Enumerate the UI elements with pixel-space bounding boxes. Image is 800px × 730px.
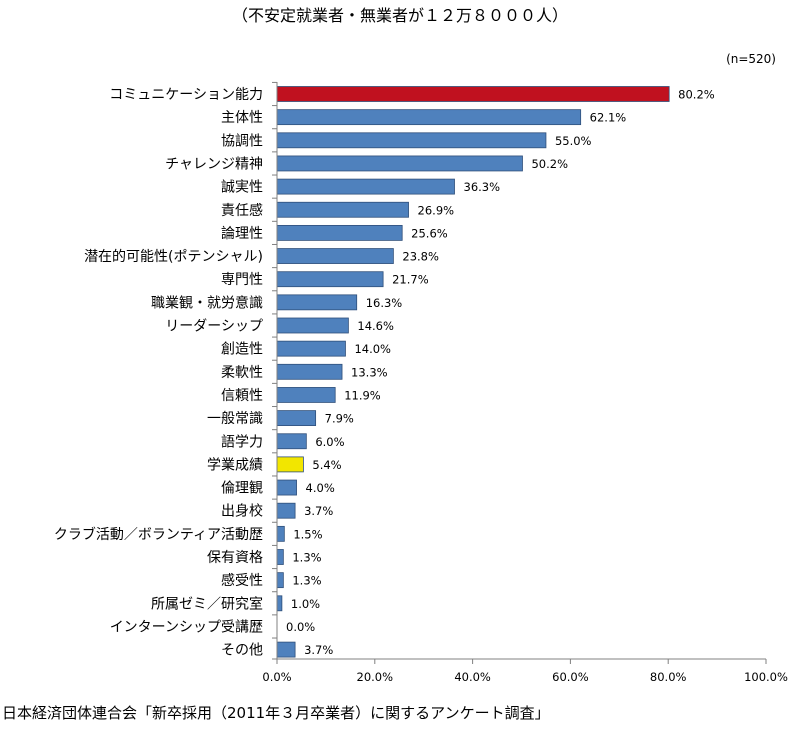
- category-label: 主体性: [221, 110, 263, 126]
- value-label: 26.9%: [418, 203, 455, 217]
- bar: [276, 387, 336, 403]
- axes-group: コミュニケーション能力 80.2% 主体性 62.1% 協調性 55.0% チャレンジ精神 5…: [54, 81, 788, 684]
- value-label: 55.0%: [555, 134, 592, 148]
- bar: [276, 248, 394, 264]
- bar: [276, 479, 297, 496]
- bar: [276, 178, 455, 195]
- bar: [276, 201, 409, 218]
- x-tick-label: 20.0%: [357, 670, 394, 684]
- category-label: 信頼性: [221, 388, 263, 404]
- bar: [276, 502, 296, 519]
- category-label: コミュニケーション能力: [109, 87, 263, 103]
- value-label: 14.6%: [357, 319, 394, 333]
- category-label: 論理性: [221, 226, 263, 242]
- x-tick-label: 60.0%: [552, 670, 589, 684]
- bar: [276, 109, 582, 126]
- bar: [276, 410, 317, 427]
- sample-size-note: (n=520): [726, 52, 776, 66]
- category-label: 語学力: [221, 434, 263, 450]
- value-label: 36.3%: [464, 180, 501, 194]
- value-label: 21.7%: [392, 273, 429, 287]
- category-label: 学業成績: [207, 457, 263, 473]
- source-citation: 日本経済団体連合会「新卒採用（2011年３月卒業者）に関するアンケート調査」: [2, 704, 550, 722]
- value-label: 3.7%: [304, 504, 333, 518]
- value-label: 25.6%: [411, 226, 448, 240]
- value-label: 13.3%: [351, 365, 388, 379]
- bar: [276, 641, 296, 658]
- category-label: 一般常識: [207, 411, 263, 427]
- value-label: 0.0%: [286, 620, 315, 634]
- category-label: インターンシップ受講歴: [110, 619, 263, 635]
- value-label: 1.0%: [291, 597, 320, 611]
- value-label: 23.8%: [402, 250, 439, 264]
- category-label: 所属ゼミ／研究室: [151, 595, 263, 612]
- value-label: 5.4%: [312, 458, 341, 472]
- value-label: 62.1%: [590, 111, 627, 125]
- x-tick-label: 100.0%: [744, 670, 788, 684]
- x-tick-label: 80.0%: [650, 670, 687, 684]
- category-label: 職業観・就労意識: [151, 294, 263, 311]
- category-label: 保有資格: [207, 550, 263, 566]
- x-tick-label: 40.0%: [454, 670, 491, 684]
- bar: [276, 86, 670, 102]
- bar: [276, 294, 358, 311]
- category-label: 創造性: [221, 342, 263, 358]
- category-label: 責任感: [221, 202, 263, 219]
- bar: [276, 433, 307, 450]
- category-label: チャレンジ精神: [165, 156, 263, 172]
- bar: [276, 317, 349, 334]
- bar: [276, 363, 343, 380]
- category-label: 協調性: [221, 133, 263, 149]
- value-label: 7.9%: [325, 412, 354, 426]
- value-label: 1.5%: [293, 527, 322, 541]
- category-label: 潜在的可能性(ポテンシャル): [84, 249, 263, 265]
- category-label: 柔軟性: [221, 365, 263, 381]
- bar: [276, 132, 547, 149]
- bars-group: [276, 86, 670, 658]
- chart-subtitle: （不安定就業者・無業者が１２万８０００人）: [231, 6, 568, 25]
- category-label: 出身校: [221, 503, 263, 520]
- category-label: 感受性: [221, 572, 263, 589]
- value-label: 1.3%: [292, 551, 321, 565]
- bar: [276, 155, 523, 172]
- value-label: 14.0%: [354, 342, 391, 356]
- value-label: 1.3%: [292, 574, 321, 588]
- category-label: クラブ活動／ボランティア活動歴: [54, 526, 263, 543]
- value-label: 80.2%: [678, 88, 715, 102]
- category-label: 誠実性: [221, 180, 263, 196]
- value-label: 50.2%: [531, 157, 568, 171]
- category-label: リーダーシップ: [165, 319, 263, 335]
- bar: [276, 271, 384, 288]
- value-label: 4.0%: [306, 481, 335, 495]
- value-label: 6.0%: [315, 435, 344, 449]
- x-tick-label: 0.0%: [262, 670, 291, 684]
- bar: [276, 549, 284, 565]
- bar: [276, 525, 285, 542]
- bar: [276, 340, 346, 357]
- category-label: 専門性: [221, 272, 263, 288]
- bar: [276, 572, 284, 589]
- value-label: 11.9%: [344, 388, 381, 402]
- bar: [276, 456, 304, 473]
- value-label: 3.7%: [304, 643, 333, 657]
- category-label: その他: [221, 643, 263, 659]
- bar: [276, 595, 283, 612]
- category-label: 倫理観: [221, 480, 263, 497]
- value-label: 16.3%: [366, 296, 403, 310]
- bar: [276, 224, 403, 241]
